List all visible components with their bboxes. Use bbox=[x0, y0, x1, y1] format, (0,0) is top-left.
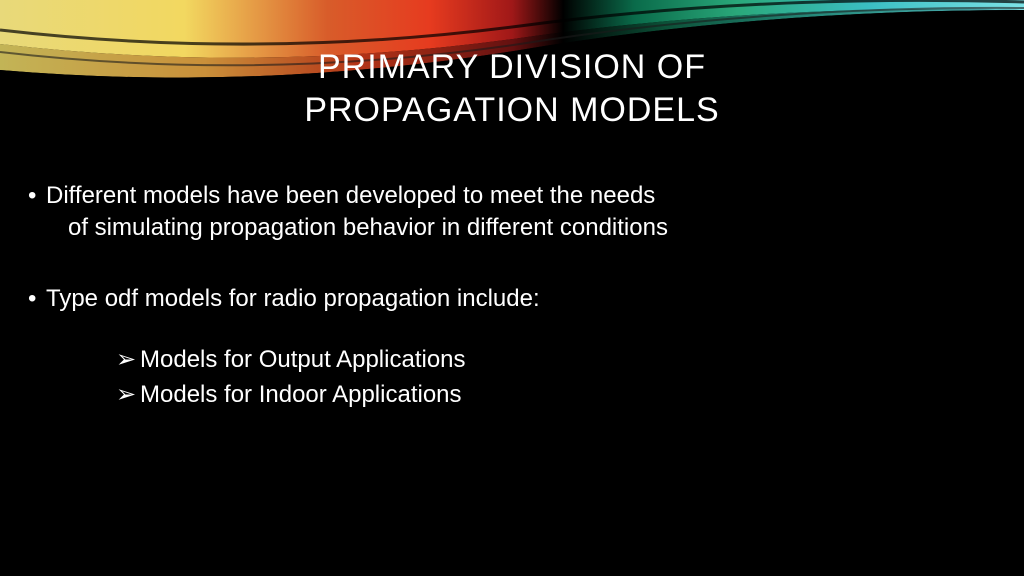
bullet-text-continuation: of simulating propagation behavior in di… bbox=[46, 212, 984, 244]
bullet-text: Type odf models for radio propagation in… bbox=[46, 285, 540, 312]
arrow-bullet-icon: ➢ bbox=[116, 343, 140, 378]
sub-bullet-text: Models for Indoor Applications bbox=[140, 381, 462, 408]
bullet-item: •Type odf models for radio propagation i… bbox=[28, 283, 984, 315]
arrow-bullet-icon: ➢ bbox=[116, 378, 140, 413]
sub-bullet-list: ➢Models for Output Applications ➢Models … bbox=[28, 343, 984, 413]
bullet-item: •Different models have been developed to… bbox=[28, 180, 984, 245]
bullet-text: Different models have been developed to … bbox=[46, 182, 655, 209]
title-line-2: PROPAGATION MODELS bbox=[304, 91, 719, 129]
bullet-dot-icon: • bbox=[28, 180, 46, 212]
sub-bullet-item: ➢Models for Indoor Applications bbox=[116, 378, 984, 413]
sub-bullet-item: ➢Models for Output Applications bbox=[116, 343, 984, 378]
title-line-1: PRIMARY DIVISION OF bbox=[318, 48, 706, 86]
slide-body: •Different models have been developed to… bbox=[28, 180, 984, 413]
sub-bullet-text: Models for Output Applications bbox=[140, 346, 466, 373]
bullet-dot-icon: • bbox=[28, 283, 46, 315]
slide-title: PRIMARY DIVISION OF PROPAGATION MODELS bbox=[0, 46, 1024, 131]
